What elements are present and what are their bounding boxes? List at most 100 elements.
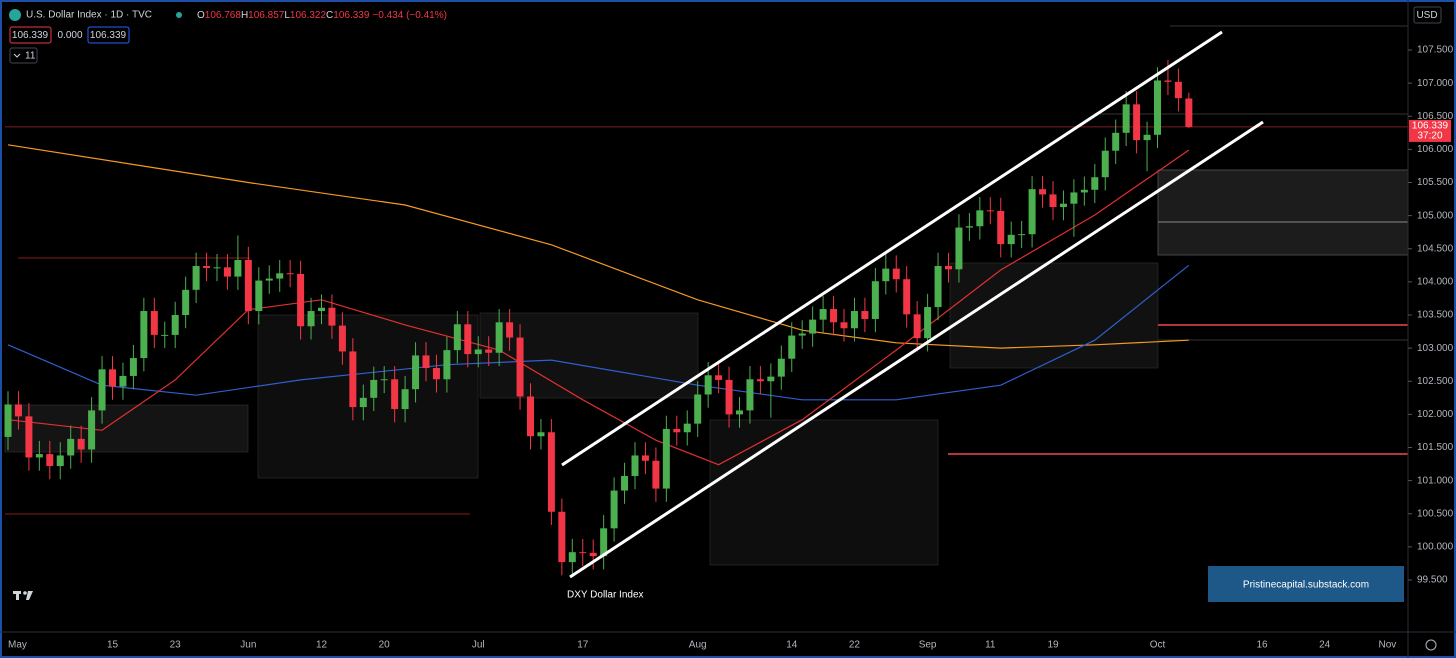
zone-box [949,262,1159,369]
zone-box [257,314,479,479]
y-tick-label: 101.500 [1417,442,1454,453]
candle-body [234,260,242,277]
channel-upper [561,30,1223,467]
candle-body [129,358,137,376]
candle-body [756,379,764,382]
candle-body [746,379,754,411]
logo-part [26,591,33,600]
x-tick-label: 12 [316,640,328,651]
candle-body [1122,104,1130,133]
zone-box [479,312,699,399]
y-tick-label: 107.500 [1417,45,1454,56]
ohlc-value: 106.768 [205,10,242,21]
y-tick-label: 103.000 [1417,343,1454,354]
x-tick-label: Jul [472,640,485,651]
candle-body [380,379,388,381]
candle-body [244,260,252,312]
y-tick-label: 100.000 [1417,542,1454,553]
candle-body [474,349,482,355]
candle-body [338,325,346,352]
candle-body [610,490,618,529]
x-tick-label: 15 [107,640,119,651]
moving-average [7,144,1189,349]
indicators-count: 11 [25,51,36,62]
spread: 0.000 [57,30,82,41]
candle-body [861,311,869,319]
candle-body [704,375,712,395]
candle-body [25,416,33,458]
candle-body [997,210,1005,245]
watermark: DXY Dollar Index [567,590,644,601]
symbol-logo [9,9,21,21]
candle-body [35,454,43,458]
x-tick-label: 11 [985,640,996,651]
candle-body [652,460,660,489]
x-tick-label: 20 [379,640,391,651]
candle-body [432,368,440,380]
candle-body [77,438,85,450]
candle-body [485,349,493,353]
candle-body [913,314,921,339]
candle-body [150,311,158,335]
candle-body [1070,192,1078,204]
y-tick-label: 103.500 [1417,310,1454,321]
candle-body [527,396,534,437]
candle-body [276,273,284,279]
candle-body [464,324,472,355]
candle-body [213,267,221,269]
candle-body [1154,80,1161,135]
candle-body [558,511,566,563]
bid-box[interactable] [9,26,52,44]
candle-body [88,410,96,450]
candle-body [777,358,785,377]
drawings [4,25,1409,566]
countdown: 37:20 [1417,131,1442,142]
y-tick-label: 106.500 [1417,111,1454,122]
candle-body [965,226,973,228]
zone-box [709,419,939,566]
x-tick-label: Nov [1379,640,1397,651]
x-tick-label: Sep [919,640,937,651]
candle-body [1101,150,1109,178]
plot [4,59,1408,576]
x-tick-label: Oct [1150,640,1166,651]
candle-body [255,280,263,312]
ask-box[interactable] [87,26,130,44]
candle-body [495,322,503,353]
candle-body [1028,189,1036,235]
indicators-toggle[interactable] [9,47,38,64]
y-tick-label: 104.000 [1417,277,1454,288]
candle-body [568,552,576,563]
currency-button[interactable] [1413,6,1442,24]
candle-body [579,552,587,554]
y-tick-label: 101.000 [1417,475,1454,486]
y-tick-label: 102.000 [1417,409,1454,420]
candle-body [945,265,952,270]
candle-body [694,394,702,424]
x-tick-label: 17 [577,640,589,651]
y-tick-label: 105.000 [1417,210,1454,221]
candle-body [600,528,608,557]
axes: 99.500 100.000 100.500 101.000 101.500 102.00… [8,45,1454,651]
y-tick-label: 107.000 [1417,78,1454,89]
candle-body [809,319,817,334]
candle-body [1185,98,1193,127]
candle-body [67,438,75,456]
candle-body [349,351,357,408]
candle-body [662,428,670,489]
candle-body [391,379,399,410]
channel-lower [569,120,1264,579]
candle-body [641,455,649,461]
candle-body [537,432,545,437]
candle-body [286,273,294,275]
ohlc-key: H [241,10,248,21]
candle-body [589,552,597,557]
candle-body [1091,177,1099,190]
candle-body [516,337,524,397]
settings-button[interactable] [1425,639,1437,651]
candle-body [882,268,890,282]
ohlc-key: L [284,10,290,21]
candle-body [328,307,336,326]
